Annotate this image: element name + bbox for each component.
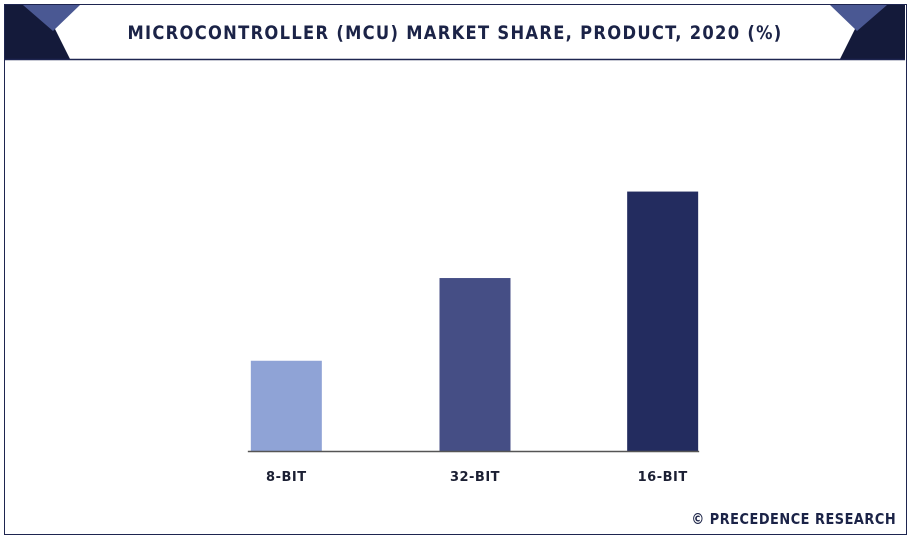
header-corner-right-dark: [840, 5, 905, 59]
bar-chart: 8-BIT 32-BIT 16-BIT: [247, 191, 700, 485]
bar-8-bit: [250, 360, 322, 451]
watermark-text: © PRECEDENCE RESEARCH: [691, 510, 896, 528]
x-tick-label: 8-BIT: [266, 470, 307, 485]
header-corner-left-dark: [5, 5, 70, 59]
header-corner-left-light: [23, 5, 80, 31]
x-tick-label: 16-BIT: [638, 470, 688, 485]
header-banner: [5, 5, 905, 61]
chart-frame: MICROCONTROLLER (MCU) MARKET SHARE, PROD…: [4, 4, 907, 535]
bar-16-bit: [627, 191, 699, 451]
header-corner-right-light: [830, 5, 887, 31]
x-tick-label: 32-BIT: [450, 470, 500, 485]
chart-title: MICROCONTROLLER (MCU) MARKET SHARE, PROD…: [127, 22, 783, 44]
bar-32-bit: [439, 278, 511, 451]
